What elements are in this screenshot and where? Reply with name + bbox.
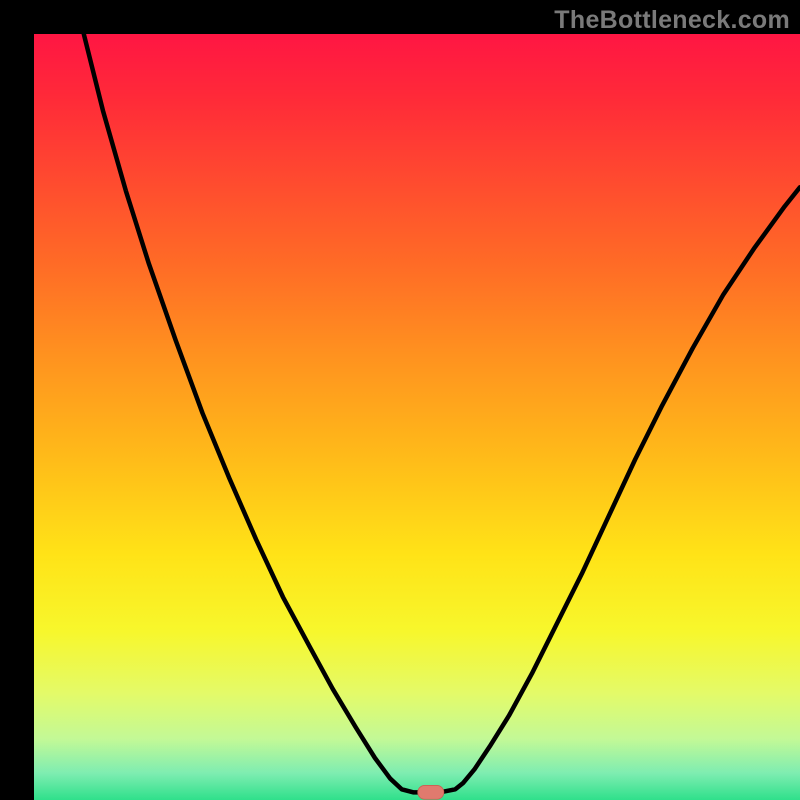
optimum-marker [418, 785, 444, 799]
plot-background [34, 34, 800, 800]
watermark-text: TheBottleneck.com [554, 6, 790, 35]
chart-svg [0, 0, 800, 800]
bottleneck-chart: TheBottleneck.com [0, 0, 800, 800]
